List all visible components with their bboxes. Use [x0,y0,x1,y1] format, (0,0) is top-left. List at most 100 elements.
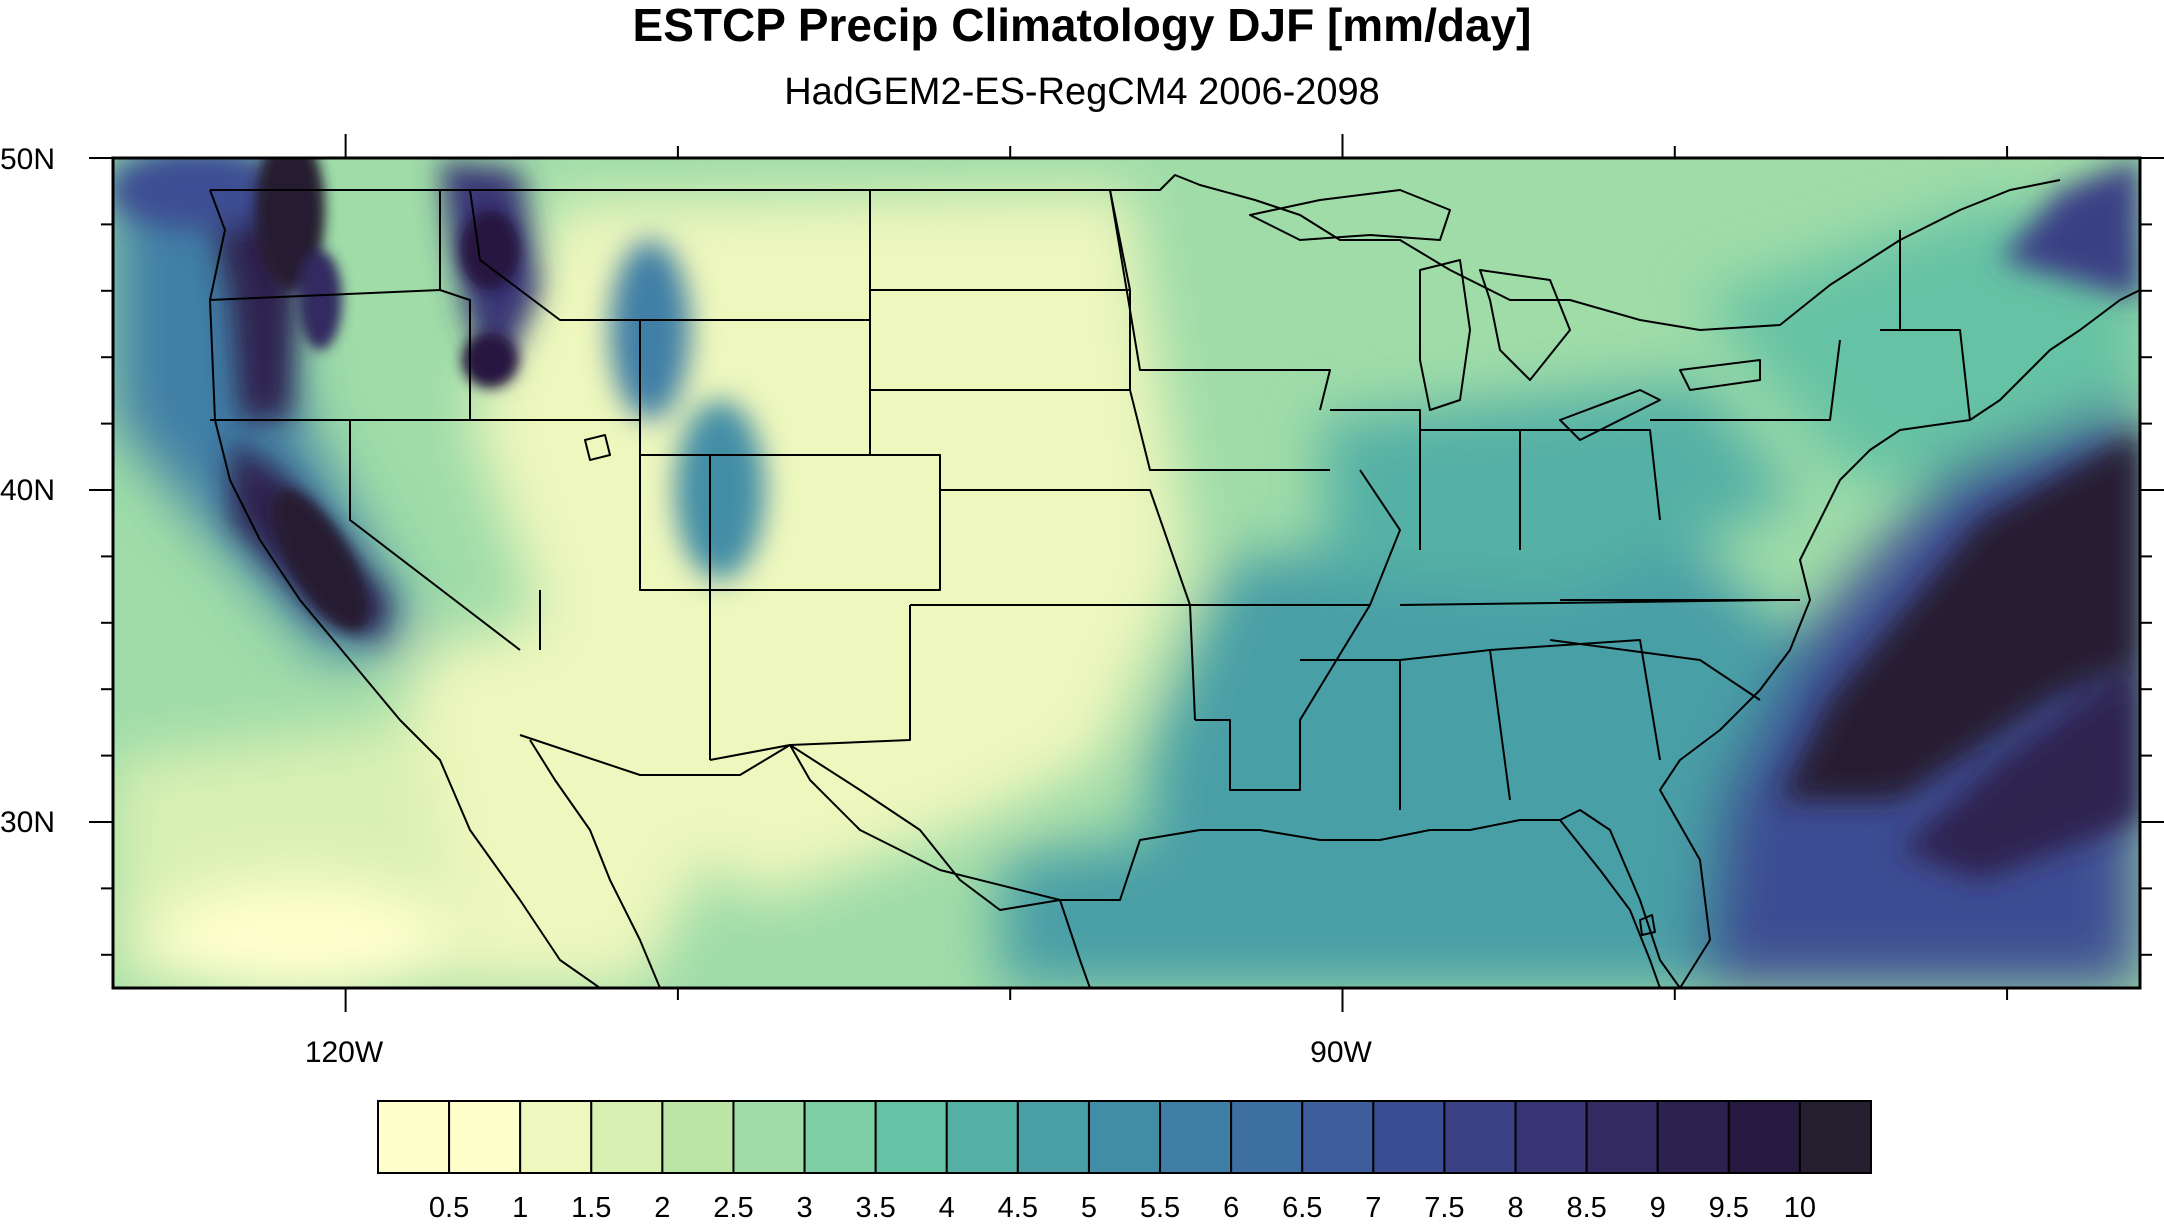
colorbar-box [1443,1100,1517,1174]
great-salt-lake [584,434,611,461]
band-wyoming [610,240,690,420]
colorbar-tick-label: 7.5 [1424,1192,1465,1224]
colorbar-box [1087,1100,1162,1174]
colorbar-box [590,1100,664,1174]
colorbar-tick-label: 0.5 [428,1192,470,1224]
band-atlantic-core [1780,430,2140,800]
border-ia-mo [1129,389,1330,471]
colorbar-tick-label: 4.5 [997,1192,1038,1224]
axis-ticks [89,134,2164,1012]
colorbar-tick-label: 1 [512,1192,529,1224]
spot-ne-oregon [298,250,342,350]
lake-erie [1559,389,1661,441]
colorbar-tick-label: 8.5 [1566,1192,1607,1224]
lake-huron [1479,269,1571,381]
colorbar-box [803,1100,877,1174]
border-nm-tx [709,605,911,761]
lon-label-120w: 120W [304,1036,384,1069]
colorbar-tick-label: 10 [1783,1192,1817,1224]
colorbar-tick-label: 1.5 [571,1192,612,1224]
colorbar-tick-label: 5.5 [1139,1192,1181,1224]
plot-frame [111,156,2142,990]
colorbar-tick-label: 4 [938,1192,955,1224]
colorbar-box [448,1100,522,1174]
florida-west-coast [1559,819,1661,988]
map-title: ESTCP Precip Climatology DJF [mm/day] [632,0,1532,51]
band-colorado-rockies [675,400,765,580]
border-in-oh [1420,429,1661,550]
region-baja-driest [150,880,450,988]
border-ut-co [639,420,711,591]
border-wa-or [209,289,441,301]
border-co [710,454,941,591]
colorbar-box [945,1100,1019,1174]
colorbar-box [732,1100,806,1174]
colorbar-box [1514,1100,1588,1174]
lake-okeechobee [1639,914,1656,936]
lake-superior [1249,189,1451,241]
map-subtitle: HadGEM2-ES-RegCM4 2006-2098 [784,71,1380,113]
colorbar-box [1727,1100,1801,1174]
border-new-england [1880,230,1971,421]
colorbar-box [519,1100,593,1174]
colorbar-tick-label: 7 [1365,1192,1382,1224]
colorbar-box [1230,1100,1304,1174]
border-ga-fl [1489,639,1661,761]
colorbar-tick-label: 6.5 [1282,1192,1323,1224]
region-ohio-valley [1320,380,1800,600]
region-gulf [1000,820,1560,988]
border-ca-nv [349,420,521,651]
colorbar [377,1100,1873,1174]
colorbar-tick-label: 2.5 [713,1192,754,1224]
colorbar-box [1159,1100,1233,1174]
border-idaho-w [439,190,471,420]
border-nc-sc [1549,639,1761,701]
colorbar-tick-label: 9 [1649,1192,1666,1224]
border-wi-il [1330,409,1421,550]
colorbar-box [1016,1100,1090,1174]
region-southwest-dry [380,600,760,988]
band-nw-maine [2000,158,2140,300]
colorbar-tick-label: 8 [1507,1192,1524,1224]
spot-n-idaho [460,210,520,290]
lat-label-50n: 50N [0,143,56,176]
colorbar-box [874,1100,948,1174]
band-atlantic-edge [1900,660,2140,880]
colorbar-tick-label: 3 [796,1192,813,1224]
colorbar-box [1372,1100,1446,1174]
lake-michigan [1419,259,1471,411]
colorbar-box [661,1100,735,1174]
map-overlays [209,174,2140,988]
colorbar-tick-label: 5 [1080,1192,1097,1224]
colorbar-tick-label: 9.5 [1708,1192,1749,1224]
region-northeast [1700,200,2140,500]
spot-sierra-core [272,489,368,631]
lake-ontario [1679,359,1761,391]
lon-label-90w: 90W [1310,1036,1372,1069]
colorbar-tick-label: 6 [1223,1192,1240,1224]
precip-field [113,158,2140,988]
colorbar-tick-label: 3.5 [855,1192,896,1224]
border-mn [1109,189,1331,411]
us-mexico-border [519,734,1061,911]
lat-label-40n: 40N [0,474,56,507]
colorbar-box [1798,1100,1873,1174]
band-bc-coast [113,158,290,230]
spot-c-idaho [462,332,518,388]
colorbar-box [1301,1100,1375,1174]
lat-label-30n: 30N [0,806,56,839]
pacific-coast [209,189,601,988]
colorbar-box [1585,1100,1659,1174]
gulf-coast [789,744,1681,988]
border-ar-la [1195,604,1371,791]
border-ks [940,489,1191,606]
mexico-gulf-coast [1059,899,1091,988]
colorbar-box [377,1100,451,1174]
baja-coast [529,739,661,988]
border-idaho-mt [469,189,640,321]
colorbar-tick-label: 2 [654,1192,671,1224]
border-mo-ar [1190,469,1401,606]
border-pa-ny [1650,339,1841,421]
atlantic-coast [1659,289,2140,988]
